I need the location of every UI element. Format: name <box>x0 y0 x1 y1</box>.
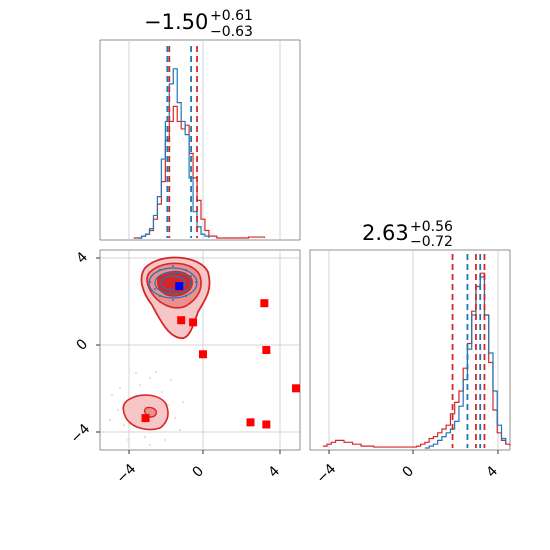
title-param2-sup: +0.56 <box>410 219 453 235</box>
tick-marks-y <box>96 257 100 433</box>
marker-point <box>141 414 150 423</box>
blue-sample-points <box>148 264 198 302</box>
tick-marks-x <box>128 450 281 454</box>
title-param2-sub: −0.72 <box>410 234 453 250</box>
xtick-label: 4 <box>484 463 502 481</box>
ytick-label: 4 <box>74 249 92 267</box>
marker-point <box>262 346 271 354</box>
blue-sample-contours <box>148 267 198 299</box>
marker-point <box>292 384 300 393</box>
ytick-label: 0 <box>74 336 92 354</box>
xtick-label: −4 <box>314 461 340 487</box>
ytick-label: −4 <box>68 421 94 447</box>
panel-hist-param2: 2.63 +0.56 −0.72 <box>309 219 511 451</box>
xtick-label: 0 <box>400 463 418 481</box>
xtick-label: 4 <box>266 463 284 481</box>
xtick-label: −4 <box>114 461 140 487</box>
marker-point <box>189 318 198 327</box>
panel-hist-param1: −1.50 +0.61 −0.63 <box>99 8 301 241</box>
marker-point <box>262 420 271 429</box>
xtick-label: 0 <box>190 463 208 481</box>
tick-marks-x-right <box>328 450 499 454</box>
marker-point <box>260 299 269 308</box>
title-param1-sup: +0.61 <box>210 8 253 24</box>
title-param1-sub: −0.63 <box>210 24 253 40</box>
panel-2d-param1-param2 <box>96 249 301 454</box>
title-param2-main: 2.63 <box>362 221 409 245</box>
marker-point <box>246 418 255 427</box>
marker-point <box>177 316 186 325</box>
marker-best-point <box>175 282 184 291</box>
marker-point <box>198 350 207 359</box>
faint-sample-cloud <box>109 371 184 446</box>
title-param1-main: −1.50 <box>144 10 208 34</box>
panel-frame-top-left <box>99 39 301 241</box>
